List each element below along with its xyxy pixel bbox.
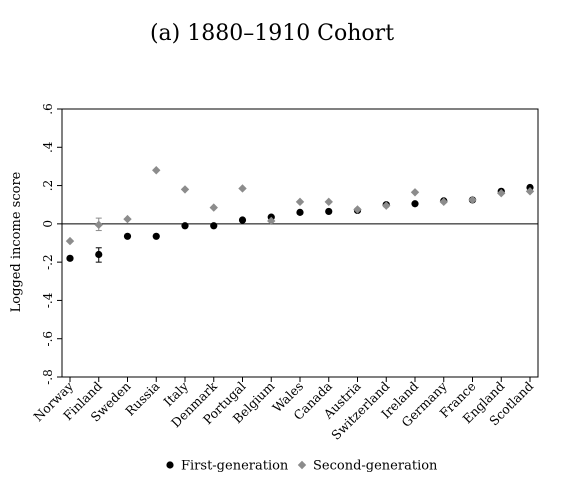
data-marks <box>65 166 535 263</box>
chart-title: (a) 1880–1910 Cohort <box>150 21 394 46</box>
legend-label: First-generation <box>181 459 289 474</box>
legend-item: Second-generation <box>297 459 438 474</box>
second-generation-point <box>94 220 103 230</box>
first-generation-point <box>411 200 419 208</box>
first-generation-point <box>181 222 189 230</box>
legend-item: First-generation <box>166 459 289 474</box>
y-tick-label: .2 <box>41 180 55 191</box>
y-tick-label: -.6 <box>41 331 55 347</box>
plot-area <box>61 108 539 378</box>
y-axis-label: Logged income score <box>9 171 24 312</box>
second-generation-point <box>468 195 477 205</box>
second-generation-point <box>382 201 391 210</box>
second-generation-point <box>497 189 506 198</box>
first-generation-point <box>325 207 333 216</box>
y-axis: -.8 -.6 -.4 -.2 0 .2 .4 .6 <box>41 103 62 385</box>
second-generation-point <box>353 205 362 214</box>
second-generation-point <box>209 203 218 212</box>
second-generation-point <box>410 188 420 197</box>
second-generation-series <box>65 166 535 246</box>
first-generation-point <box>123 232 132 240</box>
y-tick-label: .4 <box>41 141 55 153</box>
legend: First-generation Second-generation <box>166 459 438 474</box>
legend-circle-marker <box>166 461 174 469</box>
legend-diamond-marker <box>297 460 307 470</box>
second-generation-point <box>525 187 535 196</box>
y-tick-label: .6 <box>41 103 55 114</box>
legend-label: Second-generation <box>313 459 438 474</box>
y-tick-label: -.2 <box>41 254 55 270</box>
first-generation-point <box>95 250 103 259</box>
second-generation-point <box>65 236 75 246</box>
second-generation-point <box>439 197 448 207</box>
first-generation-point <box>238 216 247 224</box>
second-generation-point <box>180 185 190 194</box>
y-tick-label: 0 <box>41 220 55 228</box>
second-generation-point <box>324 197 333 207</box>
first-generation-point <box>210 222 218 230</box>
plot-border <box>61 108 539 378</box>
second-generation-point <box>152 166 161 175</box>
y-tick-label: -.8 <box>41 369 55 385</box>
first-generation-series <box>66 183 534 263</box>
second-generation-point <box>238 184 247 193</box>
first-generation-point <box>152 232 160 240</box>
y-tick-label: -.4 <box>41 292 55 308</box>
second-generation-point <box>267 216 276 226</box>
x-axis: NorwayFinlandSwedenRussiaItalyDenmarkPor… <box>30 377 536 443</box>
second-generation-point <box>295 197 305 207</box>
second-generation-point <box>123 214 132 224</box>
first-generation-point <box>296 208 304 216</box>
first-generation-point <box>66 254 74 262</box>
